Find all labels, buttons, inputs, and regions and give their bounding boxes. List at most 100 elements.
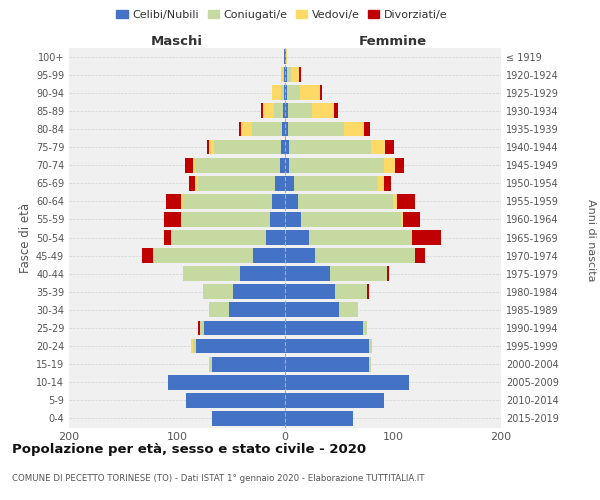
Bar xyxy=(280,158,285,172)
Bar xyxy=(282,122,285,136)
Bar xyxy=(185,393,285,408)
Bar xyxy=(239,122,241,136)
Bar xyxy=(193,338,196,353)
Bar xyxy=(153,248,253,263)
Bar xyxy=(197,176,275,190)
Bar xyxy=(285,49,286,64)
Bar xyxy=(285,140,289,154)
Bar xyxy=(285,284,335,299)
Bar xyxy=(166,194,181,208)
Bar xyxy=(251,122,282,136)
Bar xyxy=(272,194,285,208)
Bar xyxy=(364,122,370,136)
Bar xyxy=(287,86,300,100)
Bar xyxy=(371,140,385,154)
Bar xyxy=(369,356,371,372)
Bar xyxy=(196,158,280,172)
Text: Femmine: Femmine xyxy=(359,36,427,49)
Bar xyxy=(284,67,285,82)
Bar xyxy=(339,302,358,318)
Bar xyxy=(164,212,181,227)
Bar xyxy=(288,122,344,136)
Bar xyxy=(285,266,331,281)
Bar xyxy=(309,230,412,245)
Bar xyxy=(386,266,389,281)
Bar xyxy=(320,86,322,100)
Bar xyxy=(170,230,266,245)
Bar xyxy=(335,284,367,299)
Bar xyxy=(289,158,385,172)
Bar xyxy=(301,212,401,227)
Bar xyxy=(209,356,212,372)
Bar xyxy=(285,375,409,390)
Bar xyxy=(285,158,289,172)
Bar xyxy=(203,284,233,299)
Bar xyxy=(401,212,403,227)
Text: Popolazione per età, sesso e stato civile - 2020: Popolazione per età, sesso e stato civil… xyxy=(12,442,366,456)
Bar xyxy=(285,67,287,82)
Bar xyxy=(284,86,285,100)
Legend: Celibi/Nubili, Coniugati/e, Vedovi/e, Divorziati/e: Celibi/Nubili, Coniugati/e, Vedovi/e, Di… xyxy=(112,6,452,25)
Bar xyxy=(253,248,285,263)
Bar xyxy=(233,284,285,299)
Bar xyxy=(181,194,184,208)
Bar xyxy=(288,104,312,118)
Bar xyxy=(272,86,281,100)
Bar xyxy=(292,67,299,82)
Bar xyxy=(207,140,209,154)
Bar xyxy=(275,176,285,190)
Bar xyxy=(204,320,285,336)
Bar xyxy=(378,176,385,190)
Bar xyxy=(315,248,415,263)
Bar xyxy=(191,338,193,353)
Bar xyxy=(285,356,369,372)
Bar xyxy=(285,338,369,353)
Bar xyxy=(193,158,196,172)
Bar xyxy=(385,158,395,172)
Bar xyxy=(281,67,283,82)
Text: Maschi: Maschi xyxy=(151,36,203,49)
Bar xyxy=(197,320,200,336)
Bar xyxy=(331,266,386,281)
Bar xyxy=(334,104,338,118)
Bar xyxy=(142,248,153,263)
Bar xyxy=(283,67,284,82)
Bar xyxy=(293,176,378,190)
Bar xyxy=(281,86,284,100)
Bar xyxy=(281,140,285,154)
Bar xyxy=(415,248,425,263)
Bar xyxy=(196,176,197,190)
Bar xyxy=(229,302,285,318)
Bar xyxy=(369,338,373,353)
Bar xyxy=(367,284,369,299)
Bar xyxy=(274,104,283,118)
Bar xyxy=(285,248,315,263)
Bar xyxy=(285,320,363,336)
Bar xyxy=(344,122,364,136)
Bar xyxy=(298,194,393,208)
Bar xyxy=(300,86,320,100)
Bar xyxy=(285,411,353,426)
Bar xyxy=(196,338,285,353)
Bar xyxy=(263,104,274,118)
Bar xyxy=(200,320,204,336)
Bar xyxy=(209,140,214,154)
Bar xyxy=(395,158,404,172)
Bar xyxy=(285,194,298,208)
Bar xyxy=(412,230,440,245)
Bar xyxy=(241,122,251,136)
Bar xyxy=(312,104,334,118)
Bar xyxy=(285,212,301,227)
Bar xyxy=(363,320,367,336)
Bar xyxy=(184,194,272,208)
Bar xyxy=(212,356,285,372)
Bar xyxy=(169,375,285,390)
Text: Anni di nascita: Anni di nascita xyxy=(586,198,596,281)
Bar xyxy=(299,67,301,82)
Bar xyxy=(403,212,420,227)
Bar xyxy=(185,158,193,172)
Bar xyxy=(261,104,263,118)
Bar xyxy=(184,266,239,281)
Bar xyxy=(189,176,196,190)
Bar xyxy=(266,230,285,245)
